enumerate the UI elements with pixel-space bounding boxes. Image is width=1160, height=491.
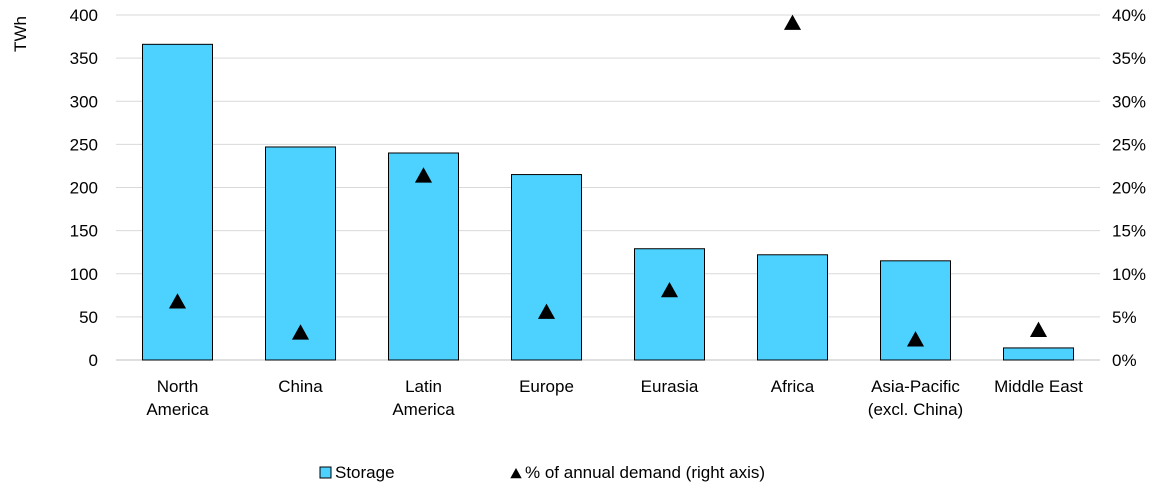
right-tick-label: 15% [1112,222,1146,241]
left-tick-label: 150 [70,222,98,241]
demand-share-marker [660,282,679,298]
storage-bar [142,43,213,361]
demand-share-markers [168,14,1048,347]
category-label: Eurasia [641,377,699,396]
category-label: Africa [771,377,815,396]
left-tick-label: 300 [70,92,98,111]
gridlines [116,14,1100,361]
right-tick-label: 40% [1112,6,1146,25]
category-label: America [392,400,455,419]
right-tick-label: 30% [1112,92,1146,111]
demand-share-marker [291,324,310,340]
storage-bar [388,152,459,361]
demand-share-marker [537,303,556,319]
right-tick-label: 5% [1112,308,1137,327]
right-tick-label: 25% [1112,135,1146,154]
legend-demand-label: % of annual demand (right axis) [525,463,765,482]
left-tick-label: 400 [70,6,98,25]
legend-storage-label: Storage [335,463,395,482]
left-tick-label: 350 [70,49,98,68]
category-label: (excl. China) [868,400,963,419]
right-tick-label: 0% [1112,351,1137,370]
category-label: Latin [405,377,442,396]
storage-bars [142,43,1074,361]
demand-share-marker [414,167,433,183]
left-tick-label: 100 [70,265,98,284]
demand-share-marker [1029,321,1048,337]
category-label: America [146,400,209,419]
left-tick-label: 250 [70,135,98,154]
right-tick-label: 35% [1112,49,1146,68]
category-label: Europe [519,377,574,396]
demand-share-marker [906,331,925,347]
category-label: China [278,377,323,396]
category-axis: North America China Latin America Europe Euras… [146,377,1083,419]
demand-share-marker [168,293,187,309]
category-label: Middle East [994,377,1083,396]
left-tick-label: 200 [70,179,98,198]
left-tick-label: 50 [79,308,98,327]
left-tick-label: 0 [89,351,98,370]
right-tick-label: 20% [1112,179,1146,198]
left-axis-title: TWh [11,16,30,52]
storage-bar [511,174,582,361]
demand-share-marker [783,14,802,30]
storage-bar [634,248,705,361]
storage-bar [757,254,828,361]
category-label: North [157,377,199,396]
right-axis: 0% 5% 10% 15% 20% 25% 30% 35% 40% [1112,6,1146,370]
legend-storage-swatch [319,466,332,479]
right-tick-label: 10% [1112,265,1146,284]
legend-triangle-icon [510,468,522,479]
storage-bar [1003,347,1074,361]
category-label: Asia-Pacific [871,377,960,396]
legend: Storage % of annual demand (right axis) [319,463,765,482]
left-axis: 0 50 100 150 200 250 300 350 400 [70,6,98,370]
